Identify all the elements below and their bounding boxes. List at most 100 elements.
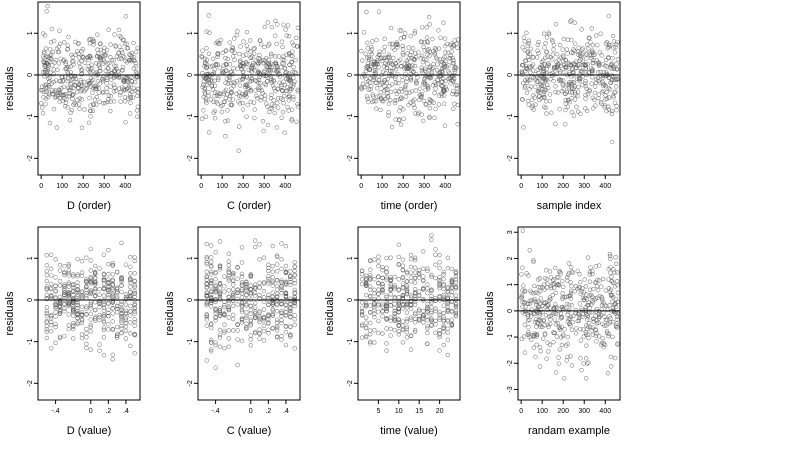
data-point: [452, 38, 457, 43]
data-point: [395, 71, 400, 77]
data-point: [272, 110, 277, 116]
data-point: [561, 284, 566, 289]
data-point: [39, 84, 45, 89]
data-point: [583, 376, 589, 381]
data-point: [53, 296, 58, 301]
data-point: [124, 41, 129, 47]
data-point: [615, 282, 620, 288]
data-point: [593, 103, 598, 108]
data-point: [521, 283, 526, 288]
data-point: [565, 354, 570, 360]
data-point: [388, 299, 393, 304]
data-point: [406, 65, 411, 71]
data-point: [576, 318, 582, 323]
data-point: [378, 90, 383, 95]
data-point: [88, 347, 93, 352]
data-point: [226, 344, 231, 349]
data-point: [613, 304, 618, 309]
data-point: [534, 55, 540, 60]
x-axis-title: C (order): [227, 200, 271, 212]
data-point: [118, 99, 123, 104]
data-point: [569, 269, 575, 274]
data-point: [43, 46, 49, 51]
data-point: [257, 315, 262, 321]
data-point: [442, 36, 448, 41]
data-point: [372, 340, 377, 345]
data-point: [433, 322, 438, 327]
data-point: [547, 306, 552, 311]
data-point: [532, 296, 537, 302]
data-point: [530, 55, 535, 60]
data-point: [223, 55, 228, 61]
data-point: [292, 259, 297, 265]
data-point: [97, 292, 102, 297]
data-point: [396, 300, 401, 306]
data-point: [252, 305, 258, 310]
data-point: [97, 342, 102, 347]
data-point: [380, 264, 385, 270]
data-point: [393, 76, 398, 81]
data-point: [575, 268, 580, 274]
data-point: [359, 305, 365, 311]
data-point: [44, 272, 49, 278]
data-point: [604, 108, 609, 114]
data-point: [359, 323, 365, 329]
data-point: [553, 22, 559, 27]
data-point: [556, 355, 561, 360]
data-point: [393, 80, 399, 86]
data-point: [257, 327, 262, 332]
data-point: [289, 116, 294, 122]
data-point: [256, 77, 261, 82]
data-point: [106, 247, 111, 253]
data-point: [79, 335, 85, 341]
data-point: [128, 343, 133, 348]
data-point: [199, 54, 205, 60]
data-point: [116, 51, 121, 56]
data-point: [53, 283, 58, 288]
data-point: [261, 307, 267, 312]
data-point: [248, 68, 254, 73]
data-point: [132, 58, 137, 64]
data-point: [48, 56, 54, 61]
data-point: [408, 293, 414, 298]
data-point: [445, 300, 450, 305]
data-point: [437, 279, 442, 284]
data-point: [609, 111, 614, 117]
data-point: [221, 63, 226, 68]
data-point: [108, 93, 114, 99]
data-point: [235, 296, 240, 302]
x-tick-label: 0: [359, 183, 363, 190]
data-point: [226, 278, 231, 283]
data-point: [439, 69, 444, 74]
data-point: [541, 317, 546, 323]
data-point: [226, 276, 231, 281]
data-point: [433, 306, 438, 311]
data-point: [110, 294, 115, 299]
data-point: [230, 45, 235, 50]
x-tick-label: 300: [98, 183, 110, 190]
data-point: [433, 47, 439, 52]
data-point: [213, 340, 218, 345]
data-point: [106, 66, 111, 71]
y-tick-label: 1: [27, 256, 34, 260]
data-point: [92, 314, 98, 320]
data-point: [94, 86, 99, 91]
data-point: [244, 43, 249, 48]
data-point: [556, 283, 562, 288]
data-point: [382, 88, 387, 93]
data-point: [44, 320, 49, 325]
data-point: [376, 9, 382, 14]
data-point: [589, 81, 594, 86]
data-point: [101, 335, 107, 340]
data-point: [542, 282, 547, 287]
data-point: [599, 296, 605, 301]
data-point: [75, 292, 80, 297]
data-point: [110, 282, 115, 287]
data-point: [44, 305, 49, 310]
data-point: [90, 108, 96, 113]
data-point: [558, 271, 563, 276]
data-point: [612, 90, 617, 95]
data-point: [45, 67, 51, 72]
data-point: [252, 330, 258, 336]
data-point: [98, 57, 103, 62]
